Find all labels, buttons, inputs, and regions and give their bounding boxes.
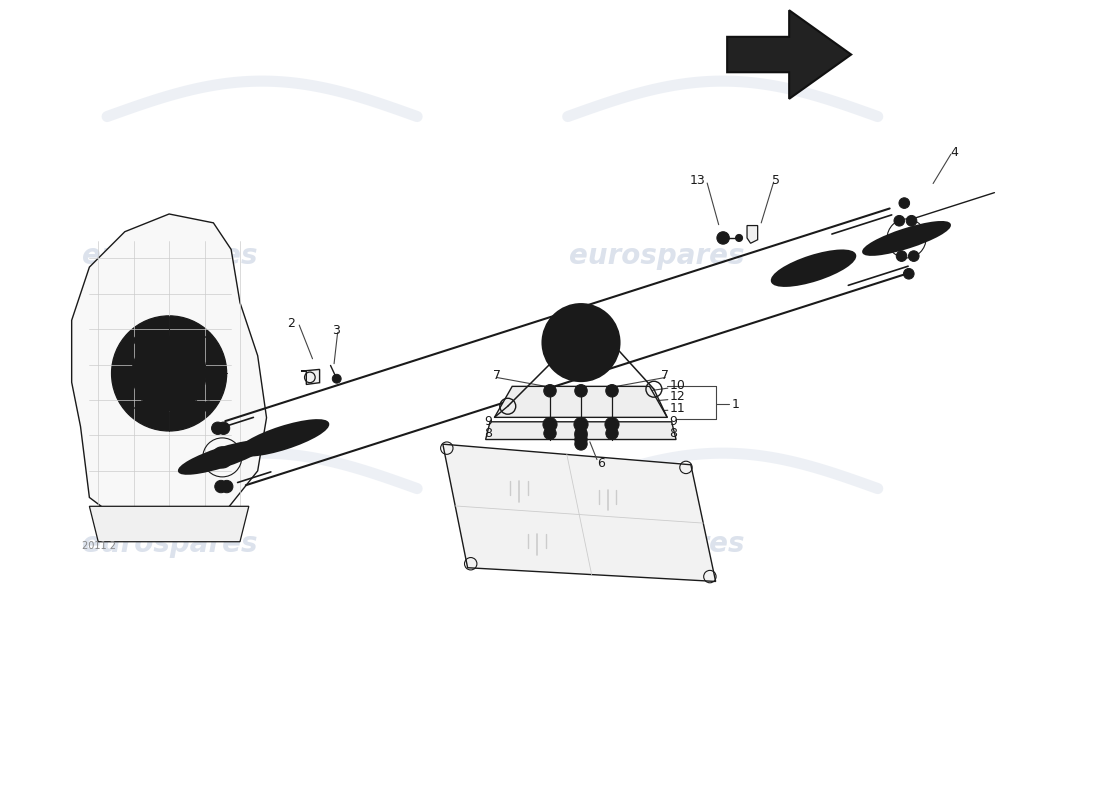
Circle shape — [605, 418, 619, 431]
Circle shape — [132, 336, 207, 410]
Circle shape — [543, 385, 557, 397]
Circle shape — [606, 385, 618, 397]
Circle shape — [211, 446, 233, 468]
Circle shape — [212, 350, 222, 361]
Circle shape — [575, 438, 587, 450]
Text: eurospares: eurospares — [570, 530, 745, 558]
Text: 10: 10 — [670, 379, 685, 392]
Circle shape — [896, 250, 906, 262]
Ellipse shape — [864, 222, 950, 255]
Circle shape — [717, 232, 729, 244]
Circle shape — [552, 314, 609, 371]
Circle shape — [575, 385, 587, 397]
Circle shape — [222, 451, 234, 464]
Text: 4: 4 — [950, 146, 959, 159]
Circle shape — [899, 198, 910, 209]
Text: eurospares: eurospares — [570, 242, 745, 270]
Circle shape — [332, 374, 341, 383]
Polygon shape — [443, 444, 716, 582]
Text: 9: 9 — [670, 415, 678, 428]
Text: 2011 2: 2011 2 — [82, 541, 117, 551]
Ellipse shape — [179, 441, 265, 474]
Text: eurospares: eurospares — [82, 530, 257, 558]
Circle shape — [736, 234, 743, 242]
Polygon shape — [89, 506, 249, 542]
Text: eurospares: eurospares — [82, 242, 257, 270]
Text: 9: 9 — [484, 415, 493, 428]
Polygon shape — [301, 370, 320, 385]
Text: 6: 6 — [597, 458, 605, 470]
Ellipse shape — [239, 420, 329, 456]
Circle shape — [111, 316, 227, 431]
Circle shape — [214, 480, 228, 493]
Circle shape — [574, 418, 589, 431]
Circle shape — [894, 215, 904, 226]
Ellipse shape — [772, 250, 856, 286]
Circle shape — [903, 269, 914, 279]
Circle shape — [575, 429, 587, 442]
Circle shape — [211, 422, 224, 434]
Circle shape — [218, 422, 230, 434]
Text: 12: 12 — [670, 390, 685, 403]
Circle shape — [898, 230, 915, 247]
Text: 5: 5 — [772, 174, 780, 187]
Polygon shape — [72, 214, 266, 533]
Circle shape — [220, 480, 233, 493]
Text: 8: 8 — [484, 427, 493, 440]
Polygon shape — [495, 386, 668, 418]
Text: 2: 2 — [287, 317, 295, 330]
Circle shape — [173, 318, 184, 328]
Circle shape — [204, 401, 213, 412]
Circle shape — [124, 335, 135, 346]
Text: 1: 1 — [732, 398, 739, 410]
Circle shape — [575, 434, 587, 446]
Polygon shape — [485, 422, 676, 439]
Text: 11: 11 — [670, 402, 685, 415]
Circle shape — [575, 427, 587, 439]
Circle shape — [606, 427, 618, 439]
Circle shape — [543, 418, 557, 431]
Polygon shape — [747, 226, 758, 243]
Circle shape — [542, 304, 619, 382]
Circle shape — [155, 418, 165, 430]
Circle shape — [116, 386, 127, 396]
Circle shape — [906, 215, 916, 226]
Text: 7: 7 — [661, 370, 669, 382]
Text: 3: 3 — [332, 324, 340, 338]
Text: 7: 7 — [493, 370, 500, 382]
Circle shape — [909, 250, 920, 262]
Text: 13: 13 — [690, 174, 705, 187]
Circle shape — [543, 427, 557, 439]
Circle shape — [210, 451, 222, 464]
Text: 8: 8 — [670, 427, 678, 440]
Circle shape — [150, 354, 188, 393]
Polygon shape — [727, 10, 851, 99]
